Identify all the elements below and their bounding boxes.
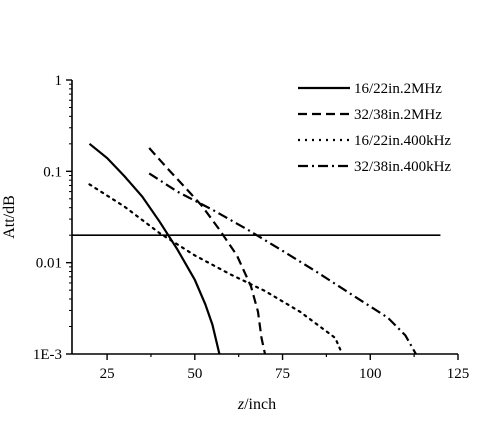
y-tick-label: 1: [55, 73, 63, 89]
x-tick-label: 25: [100, 366, 115, 382]
y-axis-label: Att/dB: [1, 195, 18, 239]
series-line-4: [148, 172, 417, 355]
series-line-2: [148, 147, 267, 355]
legend-label-4: 32/38in.400kHz: [354, 159, 451, 175]
y-tick-label: 0.01: [36, 256, 62, 272]
axes-layer: 25 50 75 100 125 1 0.1 0.01 1E-3: [33, 73, 469, 382]
legend-label-3: 16/22in.400kHz: [354, 133, 451, 149]
x-axis-label-rest: /inch: [244, 396, 276, 413]
y-tick-label: 1E-3: [33, 347, 62, 363]
x-tick-label: 125: [447, 366, 470, 382]
legend-label-2: 32/38in.2MHz: [354, 107, 442, 123]
legend: 16/22in.2MHz 32/38in.2MHz 16/22in.400kHz 32…: [298, 81, 451, 175]
series-line-3: [88, 183, 344, 356]
x-axis-label-italic: z: [237, 396, 245, 413]
x-tick-label: 100: [359, 366, 382, 382]
series-line-1: [88, 142, 221, 355]
y-tick-label: 0.1: [43, 164, 62, 180]
x-tick-label: 75: [275, 366, 290, 382]
x-axis-label: z/inch: [237, 396, 276, 413]
series-layer: [88, 142, 417, 356]
x-tick-label: 50: [187, 366, 202, 382]
legend-label-1: 16/22in.2MHz: [354, 81, 442, 97]
